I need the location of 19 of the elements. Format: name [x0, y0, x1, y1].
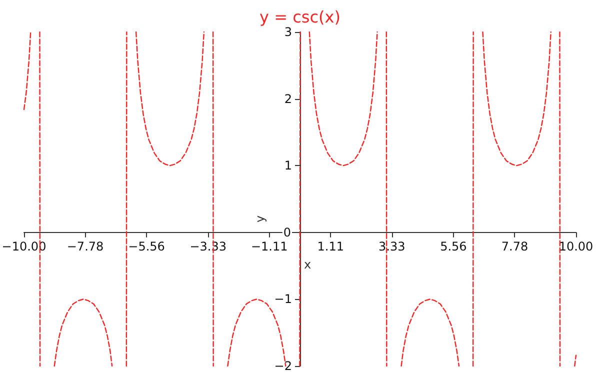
y-tick-label: 0: [283, 225, 291, 240]
x-tick-label: −3.33: [190, 239, 226, 254]
x-tick-label: −1.11: [250, 239, 288, 254]
x-tick-label: 5.56: [440, 239, 467, 254]
x-axis-title: x: [304, 257, 312, 272]
x-tick-label: −5.56: [128, 239, 165, 254]
y-axis-title: y: [253, 215, 267, 223]
x-tick-label: 10.00: [558, 239, 594, 254]
y-tick-label: 2: [284, 92, 292, 106]
x-tick-label: −7.78: [66, 239, 104, 254]
y-tick-label: −2: [274, 359, 292, 373]
x-tick-label: −10.00: [2, 239, 46, 254]
y-tick-label: −1: [274, 292, 292, 306]
y-tick-label: 1: [284, 158, 292, 173]
x-tick-label: 3.33: [378, 239, 406, 254]
x-tick-label: 1.11: [317, 239, 344, 254]
chart-title: y = csc(x): [260, 8, 340, 26]
y-tick-label: 3: [284, 25, 292, 39]
x-tick-label: 7.78: [501, 239, 528, 254]
